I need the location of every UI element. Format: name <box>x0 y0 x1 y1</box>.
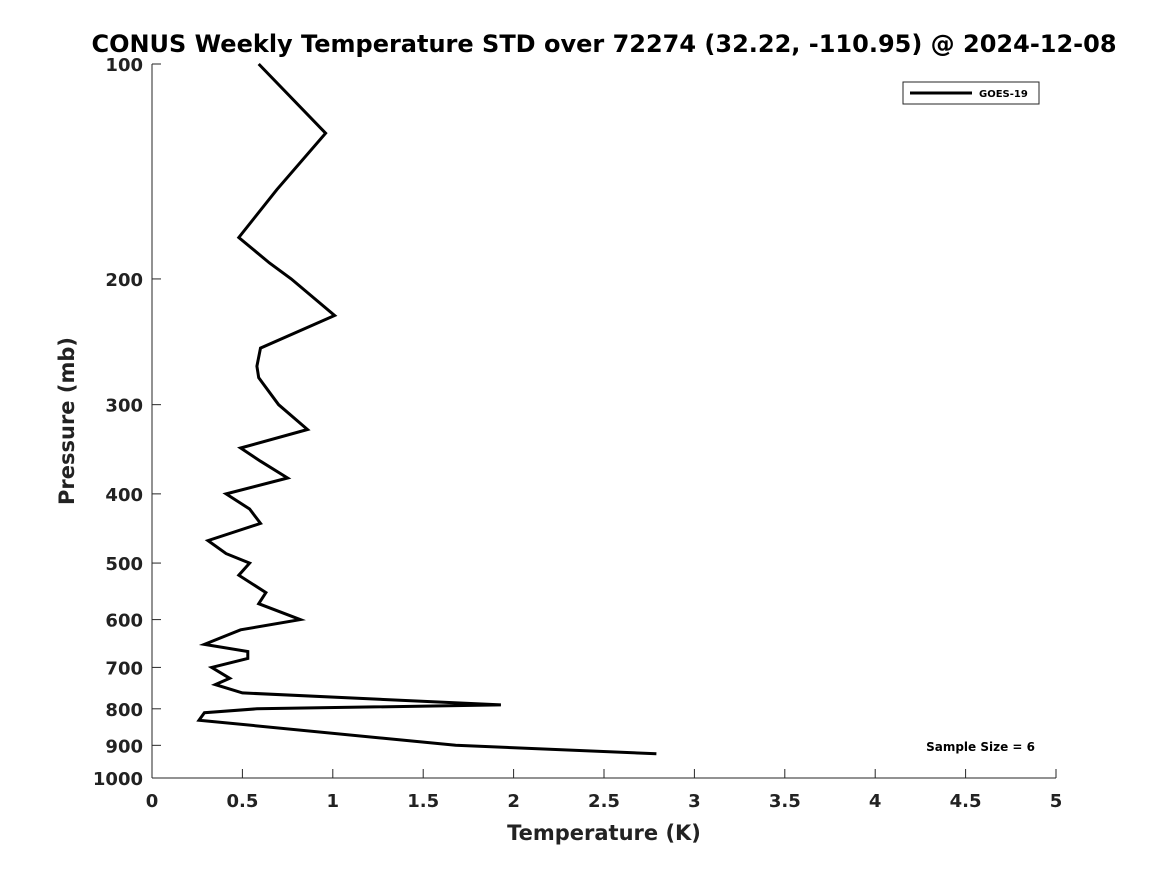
chart-title: CONUS Weekly Temperature STD over 72274 … <box>91 30 1116 58</box>
x-tick-label: 1.5 <box>407 791 439 812</box>
series-line <box>196 62 657 756</box>
sample-size-annotation: Sample Size = 6 <box>926 740 1035 754</box>
y-tick-label: 200 <box>105 270 143 291</box>
x-tick-label: 0 <box>146 791 159 812</box>
y-tick-label: 100 <box>105 55 143 76</box>
x-tick-label: 5 <box>1050 791 1063 812</box>
x-tick-label: 2 <box>507 791 520 812</box>
legend-label: GOES-19 <box>979 89 1028 100</box>
legend: GOES-19 <box>902 81 1040 105</box>
x-tick-label: 1 <box>327 791 340 812</box>
series-group <box>196 62 657 756</box>
y-tick-label: 800 <box>105 700 143 721</box>
y-tick-label: 700 <box>105 658 143 679</box>
y-tick-label: 600 <box>105 611 143 632</box>
x-tick-label: 2.5 <box>588 791 620 812</box>
x-axis-label: Temperature (K) <box>507 821 701 845</box>
y-tick-label: 900 <box>105 736 143 757</box>
plot-area: 0 0.5 1 1.5 2 2.5 3 3.5 4 4.5 5 100 200 300 400 500 600… <box>93 55 1062 812</box>
x-tick-label: 3.5 <box>769 791 801 812</box>
x-tick-label: 4.5 <box>950 791 982 812</box>
x-tick-label: 3 <box>688 791 701 812</box>
x-tick-label: 0.5 <box>226 791 258 812</box>
y-tick-label: 400 <box>105 485 143 506</box>
y-tick-label: 500 <box>105 554 143 575</box>
y-ticks: 100 200 300 400 500 600 700 800 900 1000 <box>93 55 161 790</box>
y-axis-label: Pressure (mb) <box>55 337 79 505</box>
x-ticks: 0 0.5 1 1.5 2 2.5 3 3.5 4 4.5 5 <box>146 769 1063 812</box>
y-tick-label: 300 <box>105 396 143 417</box>
y-tick-label: 1000 <box>93 769 143 790</box>
x-tick-label: 4 <box>869 791 882 812</box>
